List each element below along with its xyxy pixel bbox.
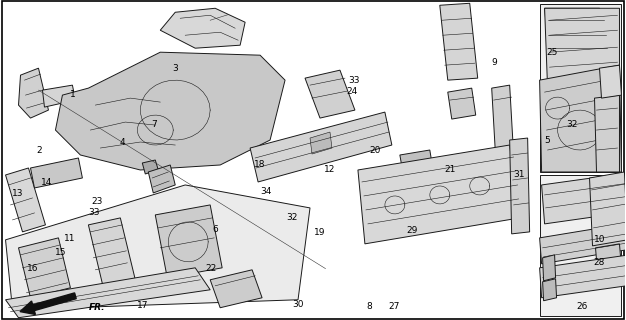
Polygon shape	[210, 270, 262, 308]
Text: 4: 4	[120, 138, 125, 147]
Text: 31: 31	[513, 170, 525, 179]
Text: 20: 20	[370, 146, 381, 155]
Polygon shape	[595, 244, 622, 272]
Polygon shape	[510, 138, 530, 234]
Text: 9: 9	[491, 58, 497, 67]
Text: 3: 3	[173, 64, 178, 74]
Polygon shape	[250, 112, 392, 182]
Text: 12: 12	[324, 165, 336, 174]
Polygon shape	[6, 168, 46, 232]
Polygon shape	[595, 95, 620, 172]
Text: 30: 30	[292, 300, 304, 309]
Text: 29: 29	[406, 226, 418, 235]
Text: 32: 32	[287, 213, 298, 222]
Polygon shape	[545, 8, 620, 88]
Polygon shape	[540, 248, 626, 298]
Polygon shape	[155, 205, 222, 278]
Text: 10: 10	[593, 236, 605, 244]
Text: 26: 26	[576, 302, 587, 311]
Text: 24: 24	[346, 87, 357, 96]
Text: 6: 6	[213, 225, 218, 234]
Polygon shape	[31, 158, 83, 188]
Text: 15: 15	[55, 248, 66, 257]
Polygon shape	[88, 218, 135, 288]
Text: 28: 28	[593, 258, 605, 267]
Text: 21: 21	[445, 165, 456, 174]
Polygon shape	[160, 8, 245, 48]
Polygon shape	[590, 172, 626, 246]
Polygon shape	[43, 85, 75, 107]
Text: 34: 34	[260, 187, 272, 196]
Polygon shape	[56, 52, 285, 170]
Text: 14: 14	[41, 178, 52, 187]
FancyArrow shape	[20, 293, 76, 315]
Text: 16: 16	[28, 264, 39, 273]
Polygon shape	[148, 165, 175, 193]
Text: 8: 8	[366, 302, 372, 311]
Polygon shape	[540, 215, 626, 264]
Polygon shape	[310, 132, 332, 154]
Polygon shape	[541, 170, 626, 224]
Text: 11: 11	[64, 234, 76, 243]
Text: 2: 2	[36, 146, 42, 155]
Polygon shape	[600, 65, 622, 98]
Polygon shape	[358, 145, 520, 244]
Polygon shape	[448, 88, 476, 119]
Text: 19: 19	[314, 228, 326, 237]
Text: 17: 17	[137, 301, 149, 310]
Text: 33: 33	[88, 208, 100, 217]
Text: FR.: FR.	[88, 303, 105, 312]
Polygon shape	[400, 150, 433, 172]
Polygon shape	[540, 4, 622, 172]
Text: 33: 33	[348, 76, 359, 84]
Polygon shape	[545, 8, 610, 60]
Polygon shape	[19, 68, 48, 118]
Polygon shape	[440, 3, 478, 80]
Text: 13: 13	[13, 189, 24, 198]
Text: 32: 32	[567, 120, 578, 129]
Polygon shape	[491, 85, 514, 158]
Text: 1: 1	[69, 90, 75, 99]
Text: 27: 27	[388, 302, 399, 311]
Polygon shape	[543, 279, 557, 301]
Polygon shape	[540, 175, 622, 316]
Polygon shape	[6, 185, 310, 310]
Text: 23: 23	[92, 197, 103, 206]
Text: 25: 25	[546, 49, 557, 58]
Text: 7: 7	[151, 120, 156, 129]
Text: 18: 18	[254, 160, 265, 169]
Polygon shape	[142, 160, 158, 174]
Polygon shape	[6, 268, 210, 318]
Text: 22: 22	[205, 264, 217, 273]
Text: 5: 5	[545, 136, 550, 145]
Polygon shape	[540, 65, 622, 172]
Polygon shape	[305, 70, 355, 118]
Polygon shape	[543, 255, 556, 281]
Polygon shape	[19, 238, 70, 298]
